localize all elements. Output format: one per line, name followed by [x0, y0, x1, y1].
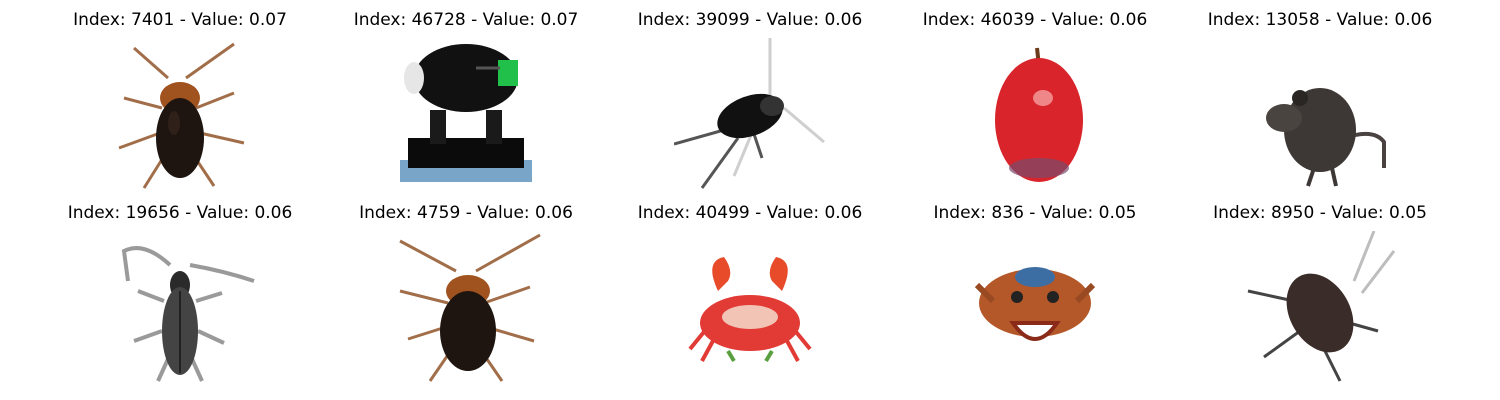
cell-caption: Index: 46039 - Value: 0.06 — [922, 10, 1148, 30]
cricket-icon — [674, 38, 826, 190]
cockroach-icon — [390, 231, 542, 383]
grid-cell: Index: 13058 - Value: 0.06 — [1170, 0, 1470, 195]
cell-caption: Index: 39099 - Value: 0.06 — [637, 10, 863, 30]
grid-cell: Index: 40499 - Value: 0.06 — [600, 193, 900, 388]
grid-cell: Index: 8950 - Value: 0.05 — [1170, 193, 1470, 388]
apple-icon — [959, 38, 1111, 190]
stage-light-icon — [390, 38, 542, 190]
grid-cell: Index: 39099 - Value: 0.06 — [600, 0, 900, 195]
cell-caption: Index: 13058 - Value: 0.06 — [1207, 10, 1433, 30]
cell-caption: Index: 19656 - Value: 0.06 — [67, 203, 293, 223]
cockroach-icon — [104, 38, 256, 190]
beetle-icon — [104, 231, 256, 383]
cockroach-icon — [1244, 231, 1396, 383]
crab-icon — [674, 231, 826, 383]
grid-cell: Index: 836 - Value: 0.05 — [885, 193, 1185, 388]
cell-caption: Index: 8950 - Value: 0.05 — [1213, 203, 1427, 223]
mouse-icon — [1244, 38, 1396, 190]
cell-caption: Index: 836 - Value: 0.05 — [933, 203, 1137, 223]
grid-cell: Index: 46039 - Value: 0.06 — [885, 0, 1185, 195]
grid-cell: Index: 4759 - Value: 0.06 — [316, 193, 616, 388]
crab-face-icon — [959, 231, 1111, 383]
cell-caption: Index: 46728 - Value: 0.07 — [353, 10, 579, 30]
grid-cell: Index: 7401 - Value: 0.07 — [30, 0, 330, 195]
cell-caption: Index: 4759 - Value: 0.06 — [359, 203, 573, 223]
grid-cell: Index: 19656 - Value: 0.06 — [30, 193, 330, 388]
cell-caption: Index: 7401 - Value: 0.07 — [73, 10, 287, 30]
grid-cell: Index: 46728 - Value: 0.07 — [316, 0, 616, 195]
cell-caption: Index: 40499 - Value: 0.06 — [637, 203, 863, 223]
